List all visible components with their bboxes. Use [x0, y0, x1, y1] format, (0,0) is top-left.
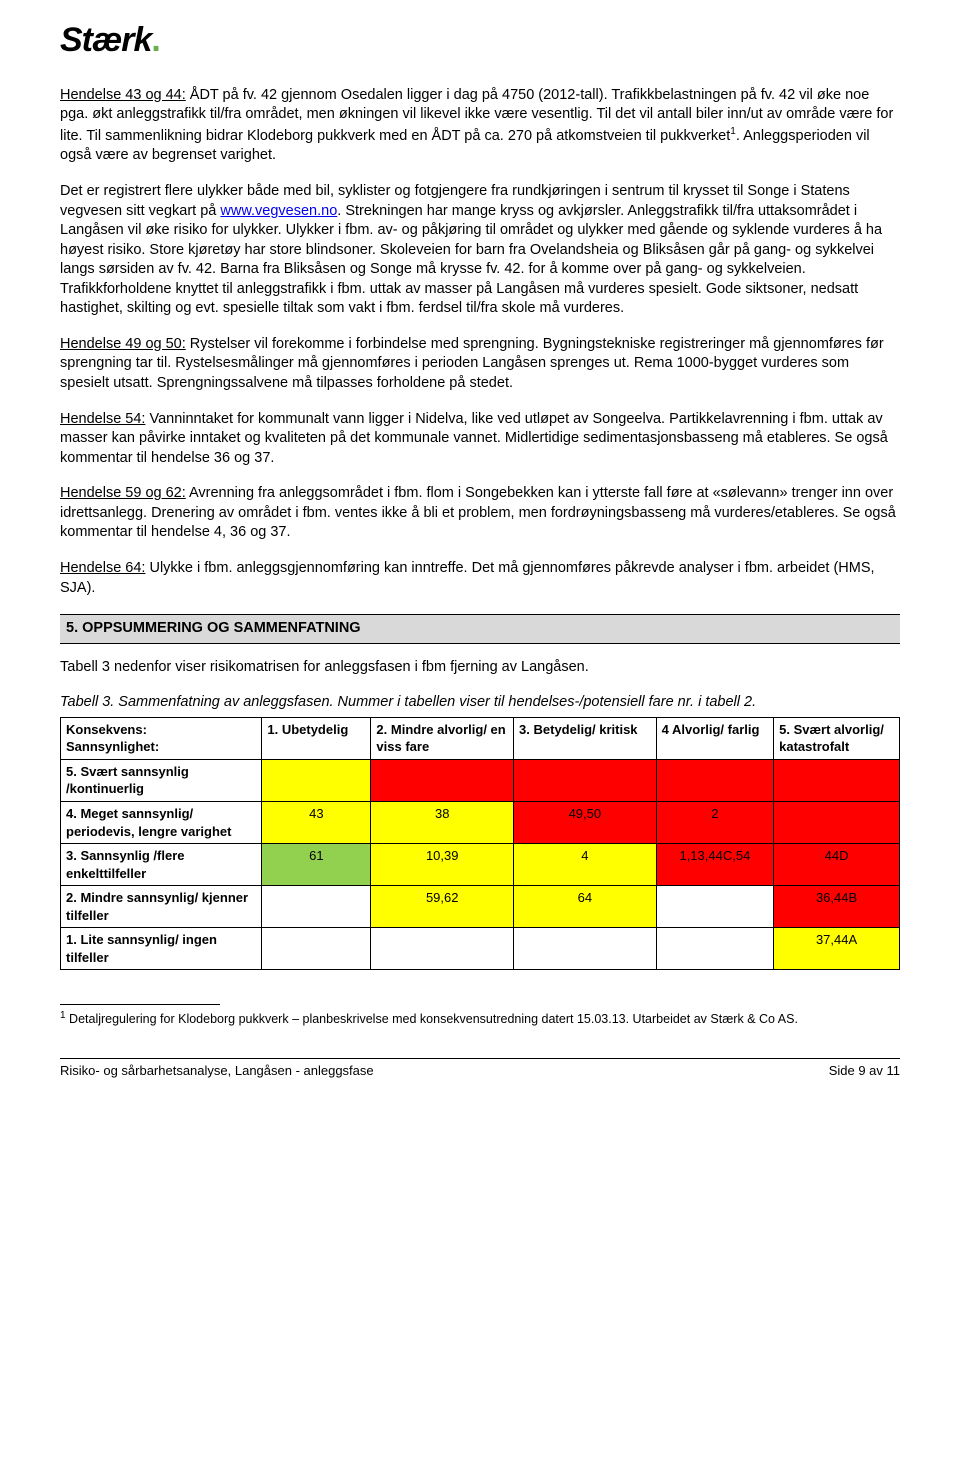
risk-cell: 44D	[774, 844, 900, 886]
risk-row-label: 5. Svært sannsynlig /kontinuerlig	[61, 759, 262, 801]
page-footer: Risiko- og sårbarhetsanalyse, Langåsen -…	[60, 1059, 900, 1080]
footnote-rule	[60, 1004, 220, 1005]
link-vegvesen[interactable]: www.vegvesen.no	[220, 203, 337, 219]
lead-64: Hendelse 64:	[60, 560, 145, 576]
lead-43-44: Hendelse 43 og 44:	[60, 87, 186, 103]
body-59-62: Avrenning fra anleggsområdet i fbm. flom…	[60, 485, 896, 540]
footer-right: Side 9 av 11	[829, 1062, 900, 1080]
risk-cell: 36,44B	[774, 886, 900, 928]
risk-cell: 59,62	[371, 886, 514, 928]
risk-cell	[774, 759, 900, 801]
risk-cell	[514, 759, 657, 801]
risk-cell	[514, 928, 657, 970]
risk-cell	[371, 928, 514, 970]
table-caption: Tabell 3. Sammenfatning av anleggsfasen.…	[60, 693, 900, 713]
paragraph-hendelse-54: Hendelse 54: Vanninntaket for kommunalt …	[60, 410, 900, 469]
risk-cell	[656, 759, 773, 801]
intro-after-header: Tabell 3 nedenfor viser risikomatrisen f…	[60, 658, 900, 678]
paragraph-hendelse-43-44: Hendelse 43 og 44: ÅDT på fv. 42 gjennom…	[60, 86, 900, 166]
footnote-text: Detaljregulering for Klodeborg pukkverk …	[66, 1013, 798, 1027]
risk-cell	[262, 928, 371, 970]
risk-cell	[774, 801, 900, 843]
risk-cell: 38	[371, 801, 514, 843]
body-64: Ulykke i fbm. anleggsgjennomføring kan i…	[60, 560, 875, 596]
risk-cell	[262, 886, 371, 928]
risk-head-col: 1. Ubetydelig	[262, 717, 371, 759]
risk-row-label: 1. Lite sannsynlig/ ingen tilfeller	[61, 928, 262, 970]
risk-head-col: 5. Svært alvorlig/ katastrofalt	[774, 717, 900, 759]
risk-cell	[371, 759, 514, 801]
paragraph-accidents: Det er registrert flere ulykker både med…	[60, 182, 900, 319]
risk-head-label: Konsekvens:Sannsynlighet:	[61, 717, 262, 759]
logo-dot: .	[151, 21, 160, 59]
logo: Stærk.	[60, 18, 900, 64]
lead-49-50: Hendelse 49 og 50:	[60, 336, 186, 352]
risk-cell: 2	[656, 801, 773, 843]
risk-cell	[262, 759, 371, 801]
risk-head-col: 4 Alvorlig/ farlig	[656, 717, 773, 759]
section-header-5: 5. OPPSUMMERING OG SAMMENFATNING	[60, 614, 900, 644]
risk-cell: 4	[514, 844, 657, 886]
risk-row-label: 4. Meget sannsynlig/ periodevis, lengre …	[61, 801, 262, 843]
footer-left: Risiko- og sårbarhetsanalyse, Langåsen -…	[60, 1062, 374, 1080]
logo-text: Stærk	[60, 21, 151, 59]
paragraph-hendelse-64: Hendelse 64: Ulykke i fbm. anleggsgjenno…	[60, 559, 900, 598]
lead-54: Hendelse 54:	[60, 411, 145, 427]
footnote-1: 1 Detaljregulering for Klodeborg pukkver…	[60, 1009, 900, 1027]
body-54: Vanninntaket for kommunalt vann ligger i…	[60, 411, 888, 466]
risk-row-label: 2. Mindre sannsynlig/ kjenner tilfeller	[61, 886, 262, 928]
risk-cell	[656, 928, 773, 970]
risk-cell: 37,44A	[774, 928, 900, 970]
risk-cell: 64	[514, 886, 657, 928]
risk-cell: 10,39	[371, 844, 514, 886]
risk-matrix-table: Konsekvens:Sannsynlighet:1. Ubetydelig2.…	[60, 717, 900, 971]
lead-59-62: Hendelse 59 og 62:	[60, 485, 186, 501]
risk-cell: 61	[262, 844, 371, 886]
paragraph-hendelse-59-62: Hendelse 59 og 62: Avrenning fra anleggs…	[60, 484, 900, 543]
risk-head-col: 3. Betydelig/ kritisk	[514, 717, 657, 759]
risk-head-col: 2. Mindre alvorlig/ en viss fare	[371, 717, 514, 759]
risk-cell	[656, 886, 773, 928]
body-accidents-b: . Strekningen har mange kryss og avkjørs…	[60, 203, 882, 317]
risk-cell: 49,50	[514, 801, 657, 843]
risk-cell: 1,13,44C,54	[656, 844, 773, 886]
risk-cell: 43	[262, 801, 371, 843]
risk-row-label: 3. Sannsynlig /flere enkelttilfeller	[61, 844, 262, 886]
paragraph-hendelse-49-50: Hendelse 49 og 50: Rystelser vil forekom…	[60, 335, 900, 394]
